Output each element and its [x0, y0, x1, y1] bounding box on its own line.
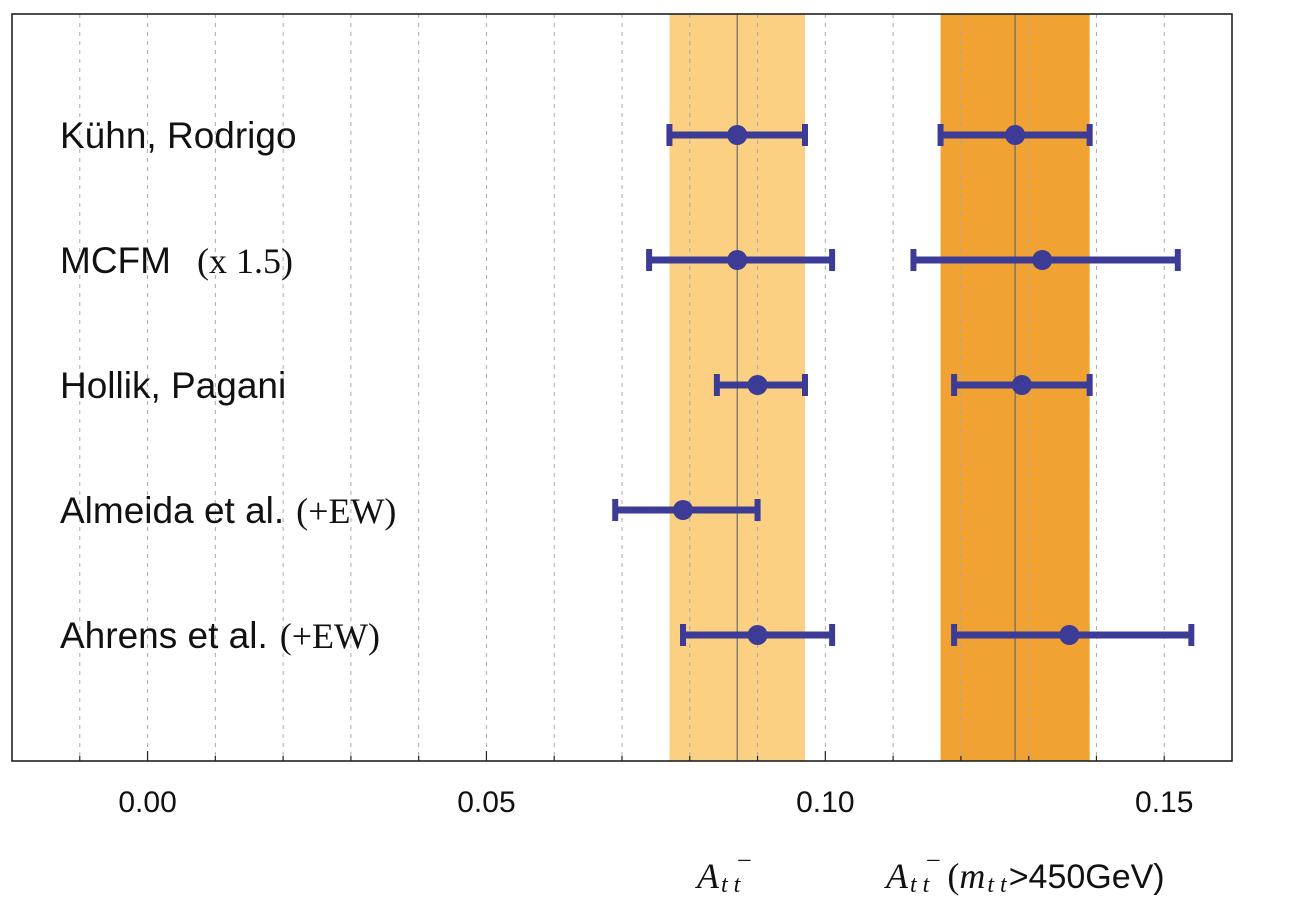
tick-label: 0.15 — [1135, 786, 1193, 819]
row-label-0: Kühn, Rodrigo — [60, 115, 297, 156]
row-4-inclusive-point — [747, 625, 768, 645]
axis-title-inclusive: At t– — [695, 846, 751, 898]
error-bar-points — [612, 124, 1195, 646]
row-0-high-mass-point — [1005, 125, 1026, 145]
row-1-high-mass-point — [1032, 250, 1053, 270]
row-0-inclusive-point — [727, 125, 748, 145]
row-4-high-mass-point — [1059, 625, 1080, 645]
row-2-inclusive-point — [747, 375, 768, 395]
row-labels: Kühn, Rodrigo MCFM (x 1.5) Hollik, Pagani Al… — [60, 115, 396, 656]
row-label-3: Almeida et al. (+EW) — [60, 490, 396, 531]
row-label-4: Ahrens et al. (+EW) — [60, 615, 380, 656]
row-1-inclusive-point — [727, 250, 748, 270]
tick-label: 0.10 — [796, 786, 854, 819]
axis-title-high-mass: At t– (mt t>450GeV) — [884, 846, 1165, 898]
row-label-1: MCFM (x 1.5) — [60, 240, 293, 281]
tick-label: 0.05 — [457, 786, 515, 819]
row-label-2: Hollik, Pagani — [60, 365, 286, 406]
tick-label: 0.00 — [118, 786, 176, 819]
row-2-high-mass-point — [1011, 375, 1032, 395]
x-axis-ticks: 0.00 0.05 0.10 0.15 — [79, 751, 1193, 819]
row-3-inclusive-point — [673, 500, 693, 520]
